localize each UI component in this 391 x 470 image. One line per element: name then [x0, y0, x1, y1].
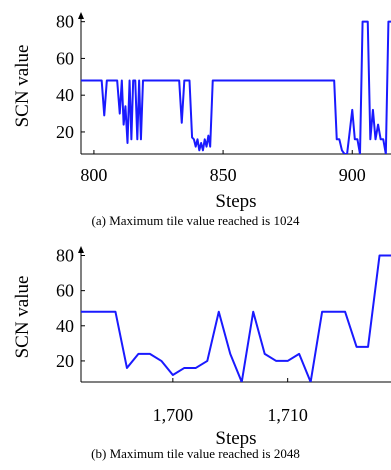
- y-tick-label: 40: [56, 85, 74, 105]
- x-tick-label: 1,700: [153, 405, 194, 425]
- x-axis-label: Steps: [215, 428, 256, 449]
- x-tick-label: 800: [80, 165, 107, 185]
- y-tick-label: 20: [56, 351, 74, 371]
- series-line: [81, 254, 391, 382]
- series-line: [81, 20, 391, 154]
- y-axis-arrow: [78, 12, 84, 19]
- y-tick-label: 80: [56, 12, 74, 32]
- y-axis-arrow: [78, 246, 84, 253]
- y-axis-label: SCN value: [12, 276, 33, 359]
- x-axis-label: Steps: [215, 191, 256, 212]
- x-tick-label: 900: [339, 165, 366, 185]
- y-tick-label: 20: [56, 122, 74, 142]
- y-axis-label: SCN value: [12, 45, 33, 128]
- y-tick-label: 60: [56, 48, 74, 68]
- x-tick-label: 1,710: [267, 405, 308, 425]
- x-tick-label: 850: [210, 165, 237, 185]
- y-tick-label: 40: [56, 316, 74, 336]
- y-tick-label: 80: [56, 246, 74, 266]
- caption-a: (a) Maximum tile value reached is 1024: [91, 213, 300, 228]
- caption-b: (b) Maximum tile value reached is 2048: [91, 446, 300, 461]
- chart-b: 20 40 60 80 1,700 1,710 SCN value Steps: [12, 246, 391, 449]
- y-tick-label: 60: [56, 281, 74, 301]
- chart-a: 20 40 60 80 800 850 900 SCN value Steps: [12, 12, 391, 212]
